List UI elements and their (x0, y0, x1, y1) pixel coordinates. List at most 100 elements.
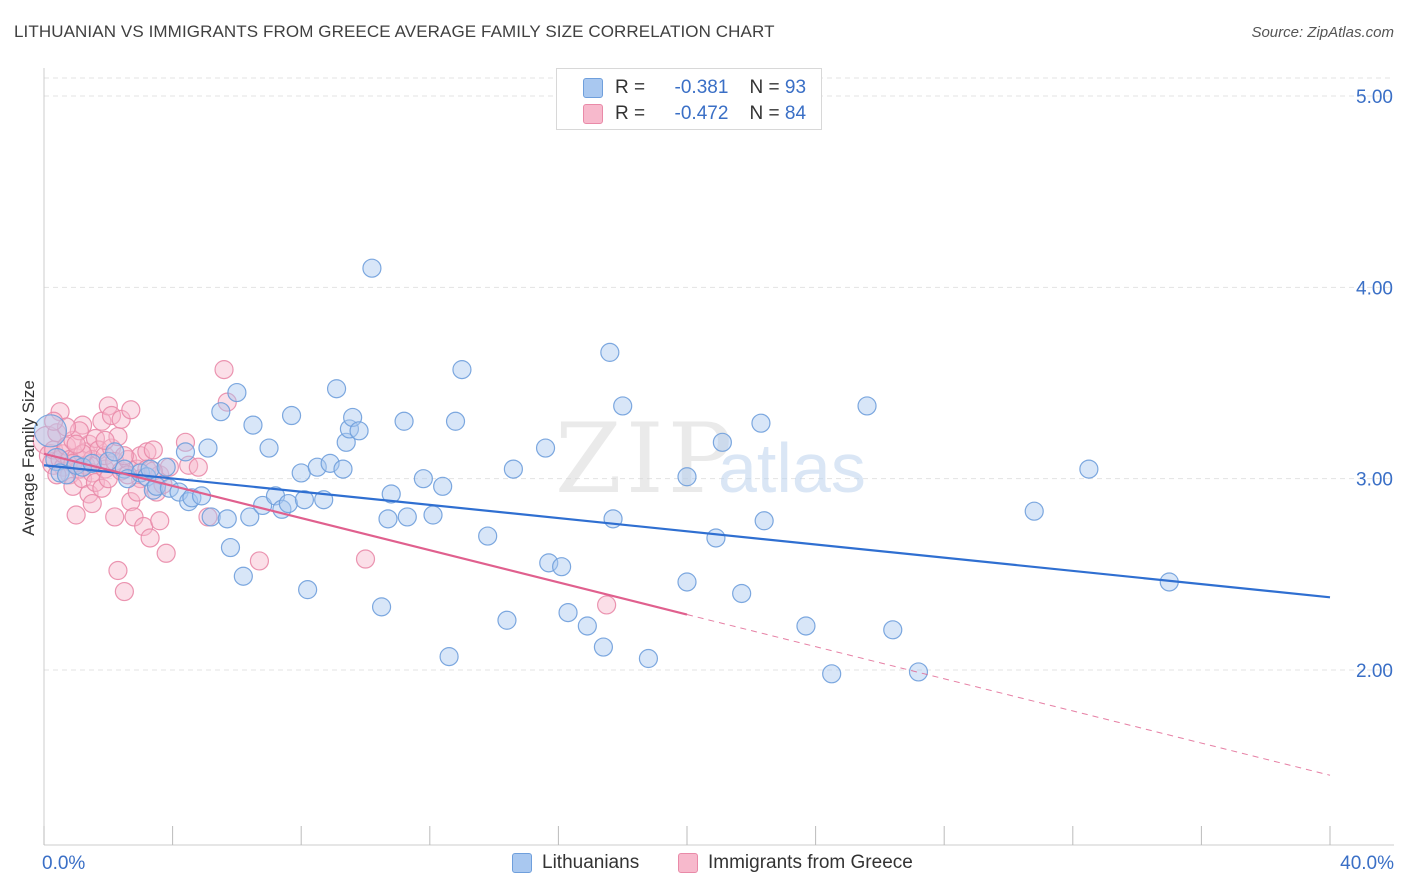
data-point (140, 459, 160, 479)
axes (43, 68, 1394, 846)
data-point (150, 511, 170, 531)
source-label: Source: ZipAtlas.com (1251, 24, 1394, 41)
data-point (233, 566, 253, 586)
data-point (754, 511, 774, 531)
data-point (362, 258, 382, 278)
data-point (243, 415, 263, 435)
data-point (732, 583, 752, 604)
chart-title: LITHUANIAN VS IMMIGRANTS FROM GREECE AVE… (14, 22, 775, 41)
data-point (66, 505, 86, 525)
x-tick-label-max: 40.0% (1340, 853, 1394, 874)
data-point (249, 551, 270, 571)
data-point (677, 467, 697, 487)
data-point (298, 580, 318, 600)
legend-label-lithuanians: Lithuanians (542, 852, 640, 873)
data-point (259, 438, 279, 458)
data-point (796, 616, 816, 636)
data-point (439, 647, 459, 667)
legend-swatch-lithuanians (512, 853, 532, 873)
data-point (143, 440, 163, 460)
legend-swatch-lithuanians (583, 78, 603, 98)
data-point (593, 637, 614, 657)
data-point (211, 402, 231, 422)
data-point (188, 457, 208, 477)
data-point (445, 411, 466, 431)
watermark-atlas: atlas (718, 429, 866, 507)
data-point (294, 490, 315, 510)
data-point (333, 459, 353, 479)
data-point (535, 438, 556, 458)
data-point (600, 342, 620, 362)
legend-r-label: R = (615, 77, 646, 98)
trendlines (43, 452, 1331, 776)
data-point (281, 405, 302, 426)
data-point (478, 526, 498, 546)
legend-n-label: N = (749, 103, 780, 124)
legend-item-immigrants-from-greece[interactable]: Immigrants from Greece (678, 852, 913, 874)
data-point (72, 415, 93, 435)
trendline-lithuanians (43, 464, 1331, 599)
data-point (156, 543, 176, 563)
legend-n-value: 84 (784, 103, 807, 124)
legend-swatch-immigrants-from-greece (583, 104, 603, 124)
watermark: ZIP atlas (555, 403, 866, 515)
data-point (394, 411, 414, 431)
data-point (706, 528, 726, 548)
data-point (822, 664, 842, 684)
legend-row-immigrants-from-greece: R = -0.472 N = 84 (583, 102, 806, 126)
data-point (712, 432, 732, 452)
data-point (577, 616, 597, 636)
legend-item-lithuanians[interactable]: Lithuanians (512, 852, 639, 874)
legend-swatch-immigrants-from-greece (678, 853, 698, 873)
data-point (539, 553, 559, 573)
data-point (156, 457, 176, 477)
data-point (101, 405, 122, 426)
data-point (220, 537, 241, 558)
data-point (114, 581, 134, 602)
series-lithuanians (33, 258, 1179, 684)
data-point (452, 360, 472, 380)
data-point (326, 379, 347, 399)
data-point (191, 486, 212, 506)
data-point (1024, 501, 1044, 521)
data-point (423, 505, 443, 525)
data-point (278, 493, 298, 514)
series-legend: Lithuanians Immigrants from Greece (0, 852, 1406, 878)
data-point (613, 396, 633, 416)
data-point (552, 557, 572, 577)
data-point (497, 610, 517, 630)
trendline-extension-immigrants-from-greece (686, 614, 1331, 776)
data-point (182, 488, 202, 508)
data-point (908, 662, 929, 682)
data-point (339, 419, 360, 439)
data-point (92, 478, 112, 498)
watermark-zip: ZIP (555, 403, 736, 515)
correlation-legend: R = -0.381 N = 93 R = -0.472 N = 84 (556, 68, 822, 130)
data-point (140, 528, 160, 548)
data-point (381, 484, 401, 504)
data-point (371, 597, 392, 617)
data-point (105, 507, 125, 527)
y-axis-title: Average Family Size (19, 380, 38, 536)
legend-r-value: -0.381 (674, 77, 729, 98)
data-point (33, 414, 68, 448)
data-point (214, 360, 234, 380)
legend-r-label: R = (615, 103, 646, 124)
data-point (175, 442, 196, 462)
legend-n-value: 93 (784, 77, 807, 98)
data-point (857, 396, 877, 416)
data-point (201, 507, 221, 527)
data-point (85, 428, 106, 449)
data-point (217, 509, 237, 529)
data-point (291, 463, 311, 483)
data-point (198, 438, 218, 458)
y-tick-label: 2.00 (1356, 661, 1393, 682)
y-tick-label: 4.00 (1356, 278, 1393, 299)
legend-row-lithuanians: R = -0.381 N = 93 (583, 76, 806, 100)
x-tick-label-min: 0.0% (42, 853, 85, 874)
data-point (127, 482, 147, 502)
data-point (638, 648, 659, 669)
data-point (121, 492, 141, 512)
data-point (597, 595, 617, 615)
